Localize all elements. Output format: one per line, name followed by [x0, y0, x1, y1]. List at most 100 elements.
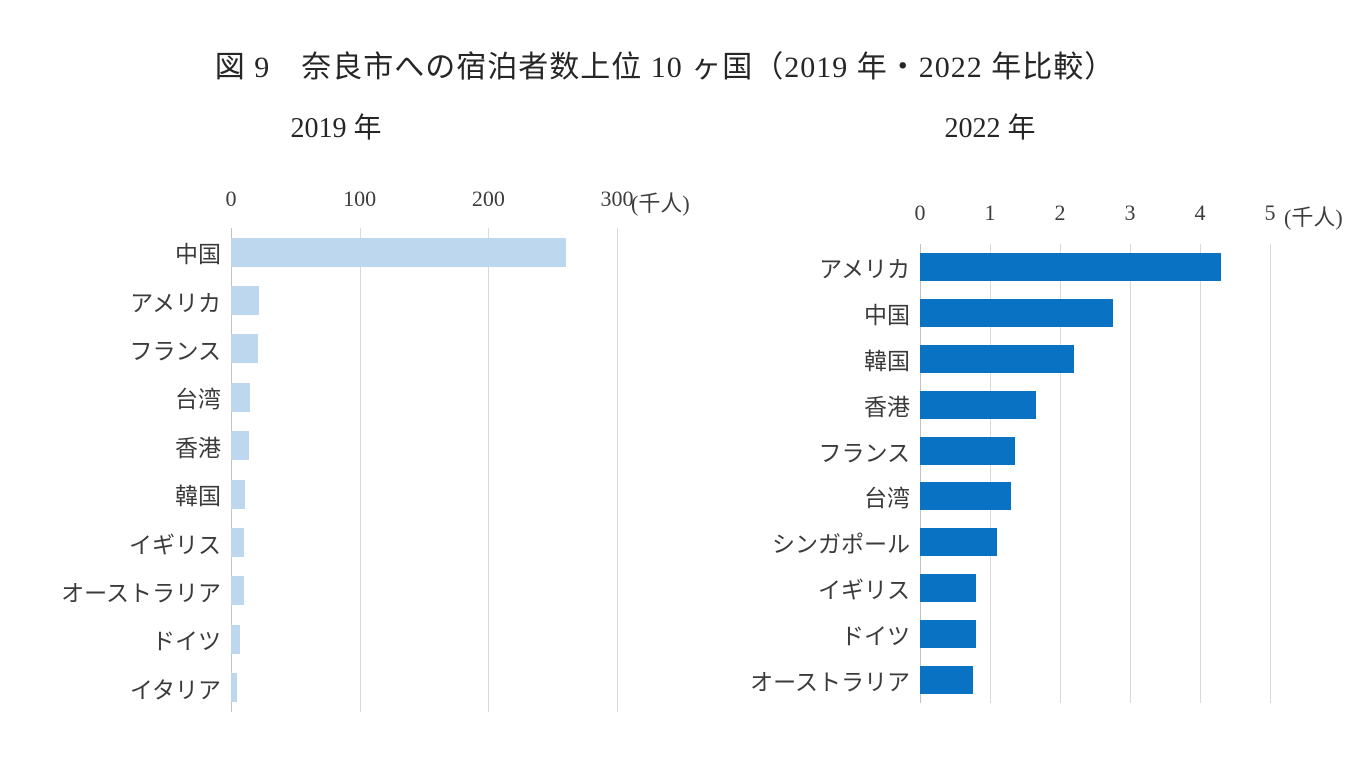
- bar-row: [920, 565, 1270, 611]
- bar-row: [231, 470, 617, 518]
- category-label: アメリカ: [819, 256, 910, 282]
- bar-row: [231, 228, 617, 276]
- chart-2019: 2019 年 0 100 200 300 (千人) 中国アメリカフランス台湾香港韓国イギ…: [55, 106, 690, 712]
- bar-row: [920, 428, 1270, 474]
- category-label: 韓国: [864, 348, 910, 374]
- chart-body: 中国アメリカフランス台湾香港韓国イギリスオーストラリアドイツイタリア: [55, 228, 618, 712]
- category-label: 香港: [175, 435, 221, 461]
- bar-row: [920, 382, 1270, 428]
- category-label: 台湾: [175, 387, 221, 413]
- category-label: フランス: [818, 440, 910, 466]
- bar-row: [920, 290, 1270, 336]
- bar: [920, 252, 1221, 281]
- bar-row: [920, 519, 1270, 565]
- bar-row: [231, 518, 617, 566]
- gridline: [617, 228, 618, 712]
- bar-row: [231, 615, 617, 663]
- x-axis-row: 0 1 2 3 4 5 (千人): [690, 200, 1343, 230]
- category-label: イギリス: [129, 532, 221, 558]
- bar: [231, 334, 259, 364]
- category-label: ドイツ: [841, 624, 910, 650]
- category-label: シンガポール: [772, 532, 910, 558]
- y-axis-line: [231, 228, 232, 712]
- bar: [920, 298, 1113, 327]
- gridline: [1130, 244, 1131, 703]
- chart-title-2019: 2019 年: [290, 113, 382, 144]
- category-label: 台湾: [864, 486, 910, 512]
- bar-row: [920, 611, 1270, 657]
- x-axis-tick: 2: [1054, 200, 1066, 225]
- bar: [920, 620, 976, 649]
- bar-row: [231, 664, 617, 712]
- category-label: 中国: [175, 242, 221, 268]
- bar-row: [920, 244, 1270, 290]
- bar: [920, 665, 973, 694]
- bar: [231, 382, 251, 412]
- axis-unit-label: (千人): [631, 191, 690, 216]
- x-axis-tick: 5: [1264, 200, 1276, 225]
- bar-row: [920, 657, 1270, 703]
- category-label: 香港: [864, 394, 910, 420]
- x-axis-row: 0 100 200 300 (千人): [55, 186, 690, 216]
- x-axis-tick: 3: [1124, 200, 1136, 225]
- category-label: イタリア: [129, 677, 221, 703]
- bar: [920, 390, 1036, 419]
- category-labels: 中国アメリカフランス台湾香港韓国イギリスオーストラリアドイツイタリア: [55, 228, 231, 712]
- page-title: 図 9 奈良市への宿泊者数上位 10 ヶ国（2019 年・2022 年比較）: [214, 51, 1116, 84]
- gridline: [1200, 244, 1201, 703]
- category-label: オーストラリア: [750, 669, 910, 695]
- bar: [920, 574, 976, 603]
- bar-row: [920, 336, 1270, 382]
- bar-row: [920, 473, 1270, 519]
- bar: [920, 436, 1015, 465]
- bar-row: [231, 276, 617, 324]
- bar: [920, 528, 997, 557]
- y-axis-line: [920, 244, 921, 703]
- plot-area: [231, 228, 618, 712]
- x-axis-tick: 200: [471, 186, 505, 211]
- gridline: [1270, 244, 1271, 703]
- bar: [231, 431, 249, 461]
- bar: [920, 344, 1074, 373]
- category-label: ドイツ: [152, 629, 221, 655]
- bar: [231, 479, 246, 509]
- chart-2022: 2022 年 0 1 2 3 4 5 (千人) アメリカ中国韓国香港フランス台湾シンガポール…: [690, 106, 1343, 703]
- category-label: 中国: [864, 302, 910, 328]
- bar: [920, 482, 1011, 511]
- bar: [231, 286, 260, 316]
- axis-spacer: [55, 186, 231, 214]
- bar: [231, 237, 566, 267]
- gridline: [1060, 244, 1061, 703]
- x-axis-tick: 100: [343, 186, 377, 211]
- x-axis-tick: 300: [600, 186, 634, 211]
- bar-row: [231, 373, 617, 421]
- axis-unit-label: (千人): [1284, 205, 1343, 230]
- x-axis: 0 100 200 300 (千人): [226, 186, 690, 216]
- gridline: [359, 228, 361, 712]
- category-labels: アメリカ中国韓国香港フランス台湾シンガポールイギリスドイツオーストラリア: [690, 244, 920, 703]
- x-axis-tick: 1: [984, 200, 996, 225]
- x-axis-tick: 0: [225, 186, 237, 211]
- bar-row: [231, 567, 617, 615]
- chart-title-2022: 2022 年: [944, 113, 1036, 144]
- bar-row: [231, 422, 617, 470]
- category-label: 韓国: [175, 484, 221, 510]
- category-label: イギリス: [818, 578, 910, 604]
- bar: [231, 576, 244, 606]
- bar: [231, 528, 244, 558]
- category-label: フランス: [129, 338, 221, 364]
- bar: [231, 624, 240, 654]
- plot-area: [920, 244, 1271, 703]
- category-label: アメリカ: [130, 290, 221, 316]
- gridline: [488, 228, 490, 712]
- x-axis: 0 1 2 3 4 5 (千人): [915, 200, 1343, 230]
- bar: [231, 673, 238, 703]
- bar-row: [231, 325, 617, 373]
- chart-body: アメリカ中国韓国香港フランス台湾シンガポールイギリスドイツオーストラリア: [690, 244, 1290, 703]
- axis-spacer: [690, 200, 920, 228]
- gridline: [990, 244, 991, 703]
- category-label: オーストラリア: [61, 580, 221, 606]
- x-axis-tick: 0: [914, 200, 926, 225]
- x-axis-tick: 4: [1194, 200, 1206, 225]
